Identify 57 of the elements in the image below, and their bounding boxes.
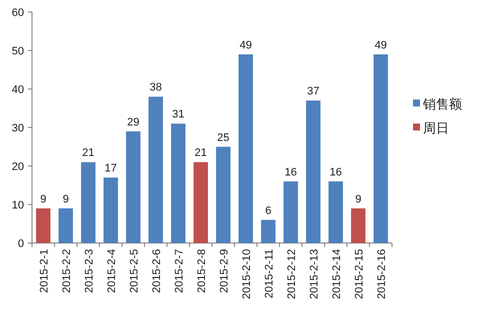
bar bbox=[81, 162, 96, 243]
y-tick-label: 0 bbox=[18, 238, 24, 250]
bar bbox=[261, 220, 276, 243]
bar bbox=[194, 162, 208, 243]
x-tick-label: 2015-2-13 bbox=[308, 249, 320, 300]
bar bbox=[306, 100, 320, 243]
bar bbox=[216, 146, 230, 243]
x-tick-label: 2015-2-5 bbox=[128, 249, 140, 294]
bar bbox=[148, 96, 163, 243]
y-tick-label: 40 bbox=[12, 84, 24, 96]
bar bbox=[126, 131, 140, 243]
data-label: 21 bbox=[194, 147, 207, 160]
data-label: 16 bbox=[330, 166, 342, 178]
legend-label: 销售额 bbox=[422, 96, 462, 112]
x-tick-label: 2015-2-9 bbox=[218, 249, 230, 294]
bar bbox=[351, 208, 366, 243]
data-label: 9 bbox=[355, 193, 362, 206]
x-tick-label: 2015-2-6 bbox=[150, 249, 163, 294]
y-tick-label: 50 bbox=[12, 46, 24, 58]
data-label: 25 bbox=[217, 132, 230, 144]
y-tick-label: 10 bbox=[12, 200, 24, 212]
data-label: 49 bbox=[240, 39, 252, 52]
bar bbox=[284, 181, 298, 243]
x-tick-label: 2015-2-3 bbox=[83, 249, 96, 294]
x-tick-label: 2015-2-2 bbox=[60, 249, 73, 294]
x-tick-label: 2015-2-14 bbox=[330, 249, 343, 300]
y-tick-label: 20 bbox=[12, 161, 24, 173]
data-label: 16 bbox=[284, 166, 297, 178]
x-tick-label: 2015-2-16 bbox=[376, 249, 388, 300]
x-tick-label: 2015-2-4 bbox=[106, 249, 118, 294]
x-tick-label: 2015-2-11 bbox=[263, 249, 276, 298]
y-tick-label: 30 bbox=[12, 122, 24, 134]
data-label: 6 bbox=[265, 204, 272, 217]
bar bbox=[171, 124, 186, 243]
data-label: 9 bbox=[62, 193, 69, 206]
bar bbox=[374, 54, 388, 243]
data-label: 21 bbox=[82, 147, 94, 160]
bar bbox=[328, 181, 343, 243]
x-tick-label: 2015-2-12 bbox=[286, 249, 298, 300]
data-label: 37 bbox=[307, 86, 320, 98]
x-tick-label: 2015-2-7 bbox=[173, 249, 186, 294]
bar bbox=[36, 208, 50, 243]
bar bbox=[104, 178, 118, 243]
x-tick-label: 2015-2-1 bbox=[38, 249, 50, 294]
x-tick-label: 2015-2-8 bbox=[196, 249, 208, 294]
data-label: 49 bbox=[374, 39, 387, 52]
bar bbox=[58, 208, 73, 243]
bar bbox=[238, 54, 253, 243]
data-label: 29 bbox=[127, 116, 140, 128]
data-label: 31 bbox=[172, 108, 184, 121]
data-label: 9 bbox=[40, 193, 46, 206]
x-tick-label: 2015-2-10 bbox=[240, 249, 253, 300]
legend-label: 周日 bbox=[423, 120, 449, 136]
y-tick-label: 60 bbox=[12, 7, 24, 19]
x-tick-label: 2015-2-15 bbox=[353, 249, 366, 300]
data-label: 17 bbox=[104, 162, 117, 175]
data-label: 38 bbox=[150, 82, 162, 94]
